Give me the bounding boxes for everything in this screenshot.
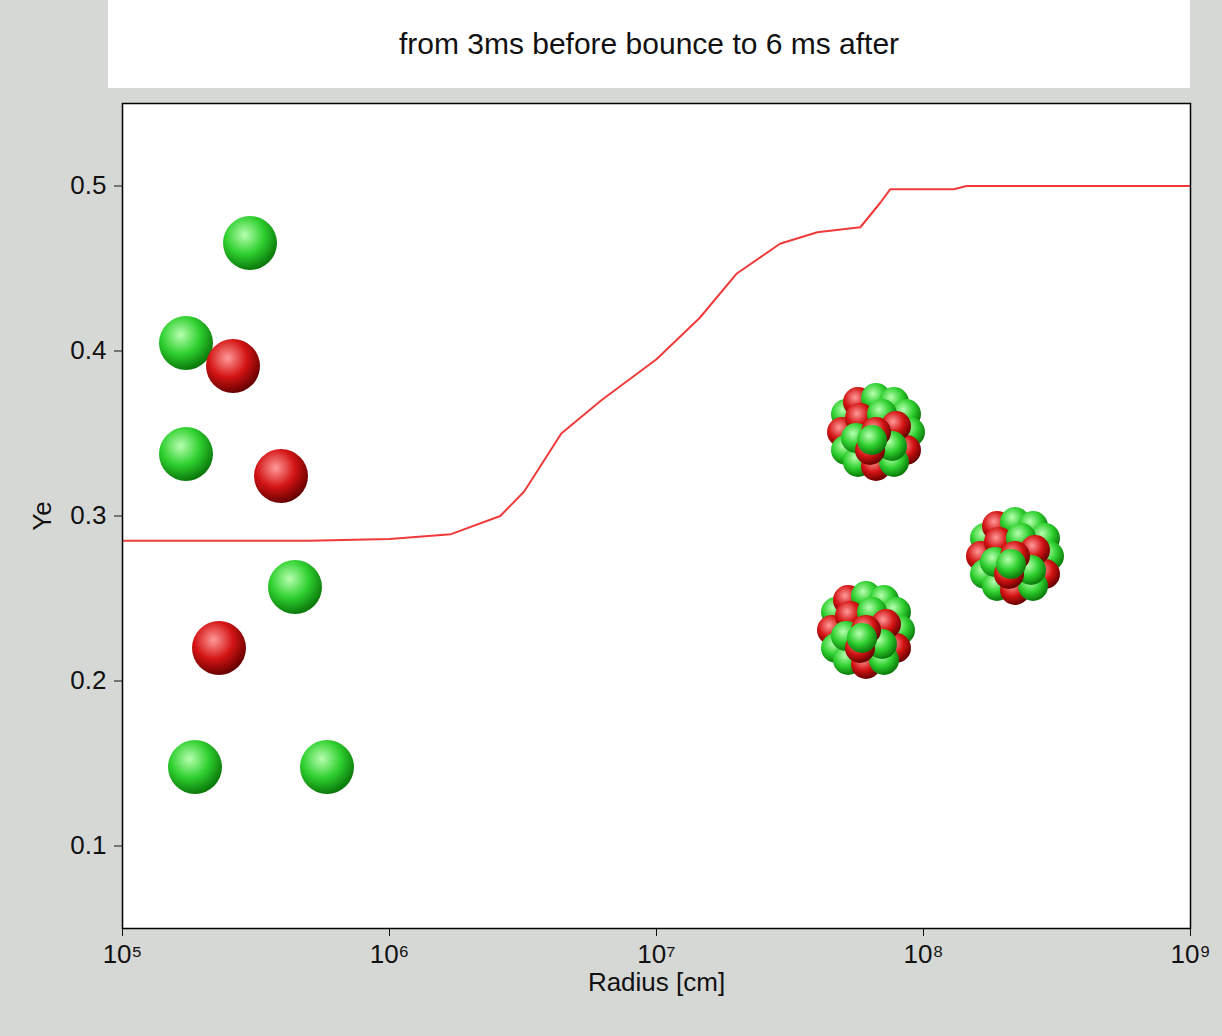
- svg-text:10⁷: 10⁷: [637, 939, 675, 969]
- svg-text:10⁹: 10⁹: [1170, 939, 1210, 969]
- svg-text:0.2: 0.2: [70, 665, 106, 695]
- svg-text:0.5: 0.5: [70, 170, 106, 200]
- svg-text:Radius [cm]: Radius [cm]: [588, 967, 725, 997]
- svg-text:0.4: 0.4: [70, 335, 106, 365]
- svg-text:0.3: 0.3: [70, 500, 106, 530]
- svg-text:10⁸: 10⁸: [904, 939, 944, 969]
- svg-text:10⁵: 10⁵: [103, 939, 143, 969]
- svg-text:Ye: Ye: [27, 501, 57, 530]
- html-text:from 3ms before bounce to 6 ms: from 3ms before bounce to 6 ms after: [398, 27, 900, 60]
- svg-text:0.1: 0.1: [70, 830, 106, 860]
- svg-text:10⁶: 10⁶: [370, 939, 410, 969]
